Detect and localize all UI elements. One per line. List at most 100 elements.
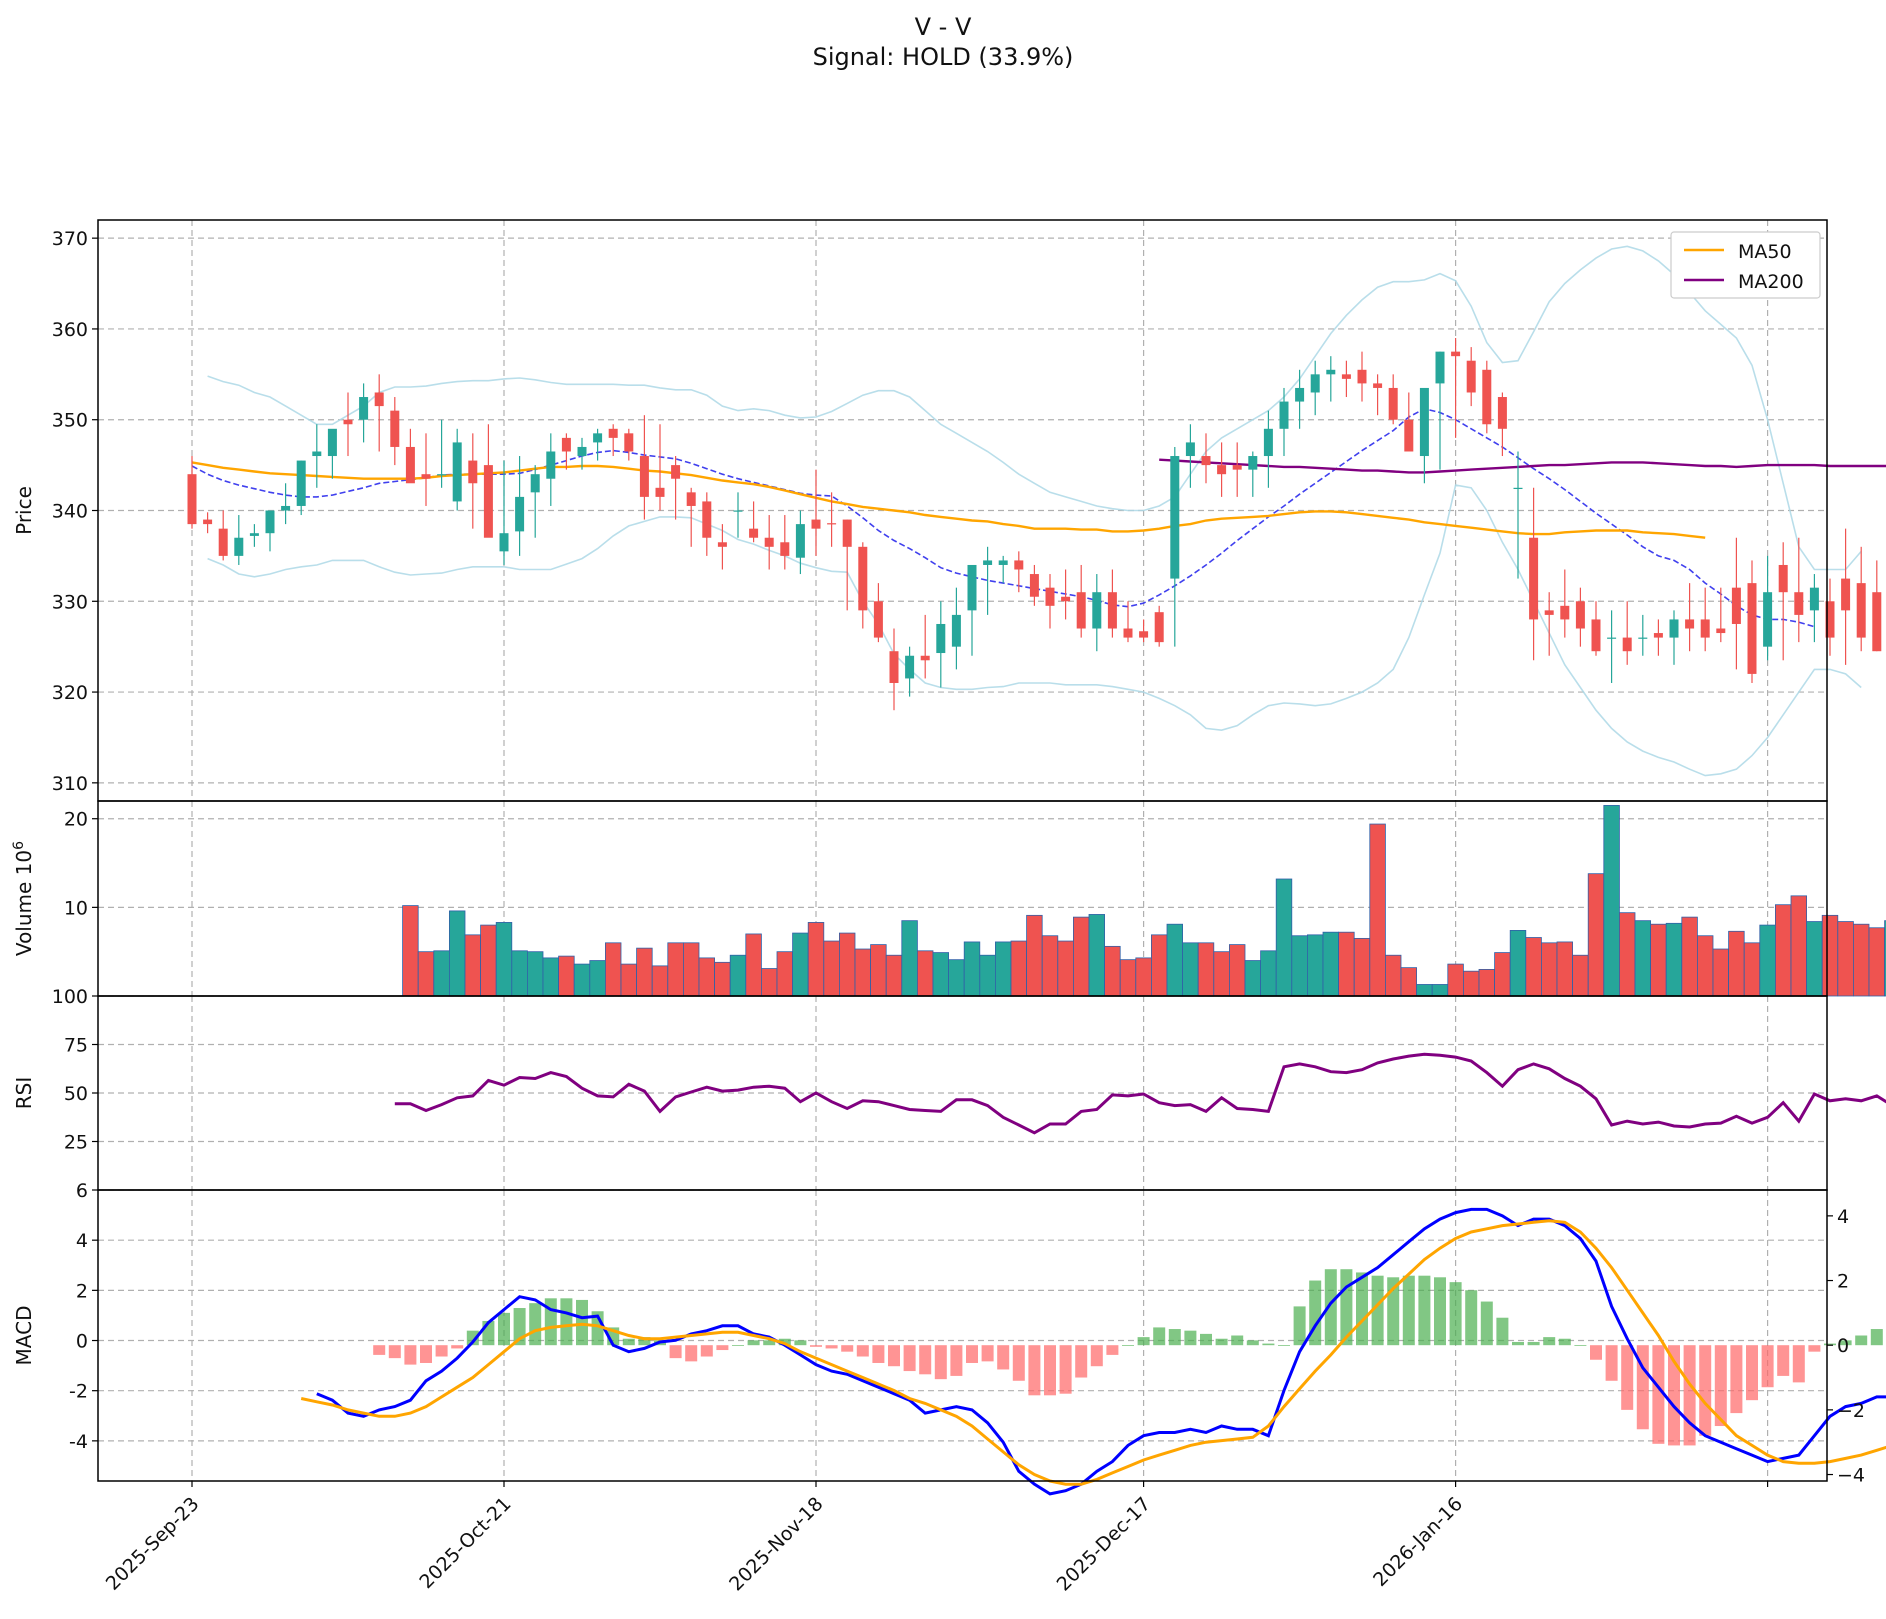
candle-body xyxy=(780,542,790,556)
volume-bar xyxy=(1728,930,1745,997)
candle-body xyxy=(405,446,415,484)
bollinger-lower-line xyxy=(207,484,1862,777)
candle-body xyxy=(530,474,540,493)
macd-histogram-bar xyxy=(622,1338,635,1346)
candle-body xyxy=(1622,637,1632,652)
chart-title-block: V - V Signal: HOLD (33.9%) xyxy=(0,12,1886,72)
candle-body xyxy=(1482,369,1492,425)
macd-histogram-bar xyxy=(856,1345,869,1357)
volume-bar xyxy=(1868,927,1886,997)
volume-bar xyxy=(870,944,887,997)
signal-line xyxy=(300,1219,1886,1486)
candle-body xyxy=(1076,592,1086,629)
macd-right-tick-label: 4 xyxy=(1837,1206,1849,1228)
candle-body xyxy=(1763,592,1773,647)
volume-bar xyxy=(1041,935,1059,997)
macd-histogram-bar xyxy=(903,1345,916,1372)
candle-body xyxy=(811,519,821,529)
macd-histogram-bar xyxy=(1839,1340,1852,1346)
volume-bar xyxy=(1322,931,1340,997)
macd-panel xyxy=(300,1207,1886,1496)
volume-bar xyxy=(1634,920,1652,997)
candle-body xyxy=(795,524,805,558)
macd-histogram-bar xyxy=(919,1345,932,1375)
volume-bar xyxy=(683,942,700,997)
x-tick-label: 2025-Nov-18 xyxy=(725,1493,827,1595)
macd-histogram-bar xyxy=(451,1345,464,1349)
candle-body xyxy=(593,433,603,443)
volume-bar xyxy=(1821,914,1839,997)
price-y-tick-label: 350 xyxy=(52,410,88,432)
candle-body xyxy=(608,428,618,438)
macd-histogram-bar xyxy=(1730,1345,1743,1414)
volume-bar xyxy=(761,968,778,997)
volume-bar xyxy=(1166,923,1184,997)
macd-histogram-bar xyxy=(1168,1329,1181,1346)
volume-bar xyxy=(776,951,794,997)
volume-bar xyxy=(1057,940,1074,997)
volume-bar xyxy=(1244,960,1262,997)
macd-histogram-bar xyxy=(934,1345,947,1380)
candle-body xyxy=(1669,619,1679,638)
macd-frame xyxy=(97,1189,1828,1482)
candle-body xyxy=(1685,619,1695,629)
candle-body xyxy=(1716,628,1726,634)
macd-right-tick-label: −2 xyxy=(1837,1400,1865,1422)
macd-histogram-bar xyxy=(1153,1327,1166,1346)
candle-body xyxy=(1092,592,1102,629)
macd-histogram-bar xyxy=(872,1345,885,1363)
macd-histogram-bar xyxy=(1512,1341,1524,1346)
macd-histogram-bar xyxy=(1434,1277,1446,1346)
x-tick-label: 2025-Sep-23 xyxy=(102,1493,204,1595)
candle-body xyxy=(577,446,587,457)
candle-body xyxy=(452,442,462,502)
volume-bar xyxy=(480,924,497,997)
macd-line xyxy=(316,1207,1886,1496)
macd-histogram-bar xyxy=(1761,1345,1774,1388)
volume-bar xyxy=(1494,952,1511,997)
candle-body xyxy=(873,601,883,638)
candle-body xyxy=(655,487,665,497)
candle-body xyxy=(1107,592,1117,629)
volume-bar xyxy=(1463,970,1480,997)
macd-histogram-bar xyxy=(1699,1345,1712,1436)
volume-bar xyxy=(1525,937,1542,997)
macd-histogram-bar xyxy=(498,1312,510,1346)
candle-body xyxy=(1014,560,1024,570)
macd-histogram-bar xyxy=(1200,1333,1212,1346)
macd-histogram-bar xyxy=(1808,1345,1821,1352)
volume-bar xyxy=(495,922,513,997)
volume-bar xyxy=(1260,950,1277,997)
macd-histogram-bar xyxy=(560,1298,573,1346)
macd-histogram-bar xyxy=(529,1303,542,1346)
macd-histogram-bar xyxy=(1371,1275,1384,1346)
candle-body xyxy=(1794,592,1804,615)
volume-bar xyxy=(620,963,638,997)
macd-histogram-bar xyxy=(1558,1338,1571,1346)
volume-bar xyxy=(901,920,918,997)
candle-body xyxy=(1170,456,1180,579)
macd-histogram-bar xyxy=(373,1345,386,1355)
macd-histogram-bar xyxy=(1090,1345,1103,1367)
price-ylabel: Price xyxy=(12,486,36,535)
candle-body xyxy=(1061,596,1071,602)
macd-histogram-bar xyxy=(1184,1330,1197,1346)
macd-histogram-bar xyxy=(1480,1301,1493,1346)
macd-y-tick-label: 2 xyxy=(76,1280,88,1302)
volume-bar xyxy=(1104,945,1121,997)
macd-histogram-bar xyxy=(1356,1272,1368,1346)
candle-body xyxy=(639,456,649,497)
volume-bar xyxy=(433,950,450,997)
candle-body xyxy=(1295,387,1305,402)
volume-panel xyxy=(402,805,1886,997)
volume-bar xyxy=(1229,944,1246,997)
macd-histogram-bar xyxy=(669,1345,682,1359)
macd-histogram-bar xyxy=(638,1337,651,1346)
volume-bar xyxy=(558,955,575,997)
candle-body xyxy=(1544,610,1554,615)
volume-bar xyxy=(1587,873,1605,997)
macd-histogram-bar xyxy=(1870,1329,1883,1346)
macd-histogram-bar xyxy=(716,1345,729,1351)
macd-histogram-bar xyxy=(1636,1345,1649,1430)
candle-body xyxy=(1435,351,1445,384)
